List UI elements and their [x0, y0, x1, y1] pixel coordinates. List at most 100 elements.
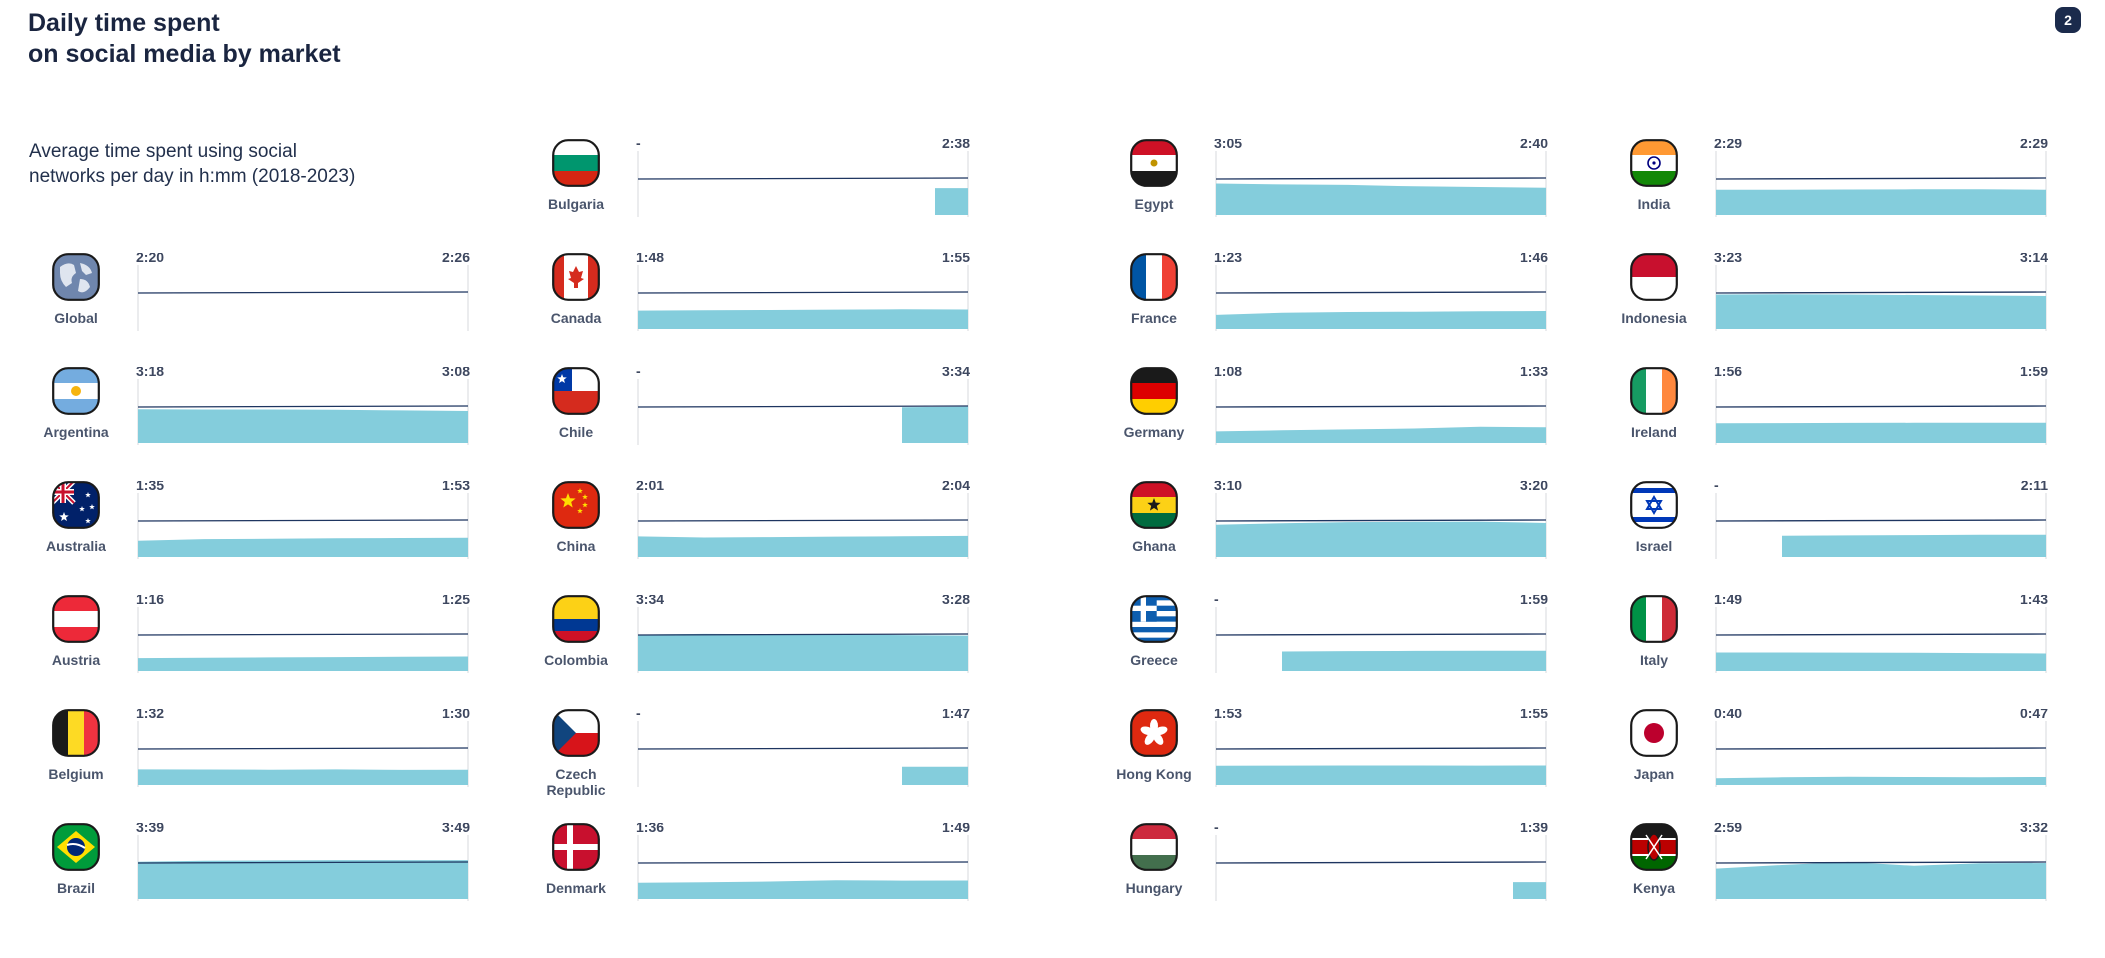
flag-badge	[1630, 253, 1678, 301]
flag-israel-icon	[1630, 481, 1678, 529]
market-cell-australia: Australia 1:35 1:53	[30, 481, 510, 595]
market-cell-canada: Canada 1:48 1:55	[530, 253, 1010, 367]
flag-badge	[1630, 481, 1678, 529]
market-chart: 0:40 0:47	[1714, 709, 2048, 787]
end-value-label: 3:08	[442, 367, 470, 379]
country-name: Hong Kong	[1116, 766, 1192, 782]
series-area-ghana	[1216, 521, 1546, 557]
global-average-line	[637, 861, 969, 864]
global-average-line	[1715, 747, 2047, 750]
market-cell-bulgaria: Bulgaria - 2:38	[530, 139, 1010, 253]
end-value-label: 2:29	[2020, 139, 2048, 151]
start-value-label: 3:34	[636, 595, 664, 607]
end-value-label: 1:49	[942, 823, 970, 835]
global-average-line	[637, 747, 969, 750]
series-area-france	[1216, 311, 1546, 329]
flag-canada-icon	[552, 253, 600, 301]
flag-australia-icon	[52, 481, 100, 529]
flag-badge	[1630, 823, 1678, 871]
country-name: Bulgaria	[547, 196, 604, 212]
country-name: Hungary	[1125, 880, 1183, 896]
flag-badge	[1130, 139, 1178, 187]
market-chart: 2:20 2:26	[136, 253, 470, 331]
market-chart: 3:34 3:28	[636, 595, 970, 673]
end-value-label: 2:04	[942, 481, 970, 493]
start-value-label: 2:29	[1714, 139, 1742, 151]
end-value-label: 1:47	[942, 709, 970, 721]
series-area-chile	[902, 406, 968, 443]
start-value-label: 1:23	[1214, 253, 1242, 265]
end-value-label: 1:46	[1520, 253, 1548, 265]
market-cell-colombia: Colombia 3:34 3:28	[530, 595, 1010, 709]
series-area-germany	[1216, 426, 1546, 443]
market-chart: 1:08 1:33	[1214, 367, 1548, 445]
end-value-label: 2:26	[442, 253, 470, 265]
market-chart: - 3:34	[636, 367, 970, 445]
country-name: Italy	[1639, 652, 1668, 668]
market-cell-global: Global 2:20 2:26	[30, 253, 510, 367]
series-area-brazil	[138, 860, 468, 899]
flag-argentina-icon	[52, 367, 100, 415]
market-chart: 3:10 3:20	[1214, 481, 1548, 559]
page-title: Daily time spent on social media by mark…	[28, 8, 341, 70]
end-value-label: 3:49	[442, 823, 470, 835]
country-name: Japan	[1633, 766, 1675, 782]
market-chart: 2:59 3:32	[1714, 823, 2048, 901]
country-name: Australia	[46, 538, 106, 554]
global-average-line	[137, 861, 469, 864]
country-name: Colombia	[544, 652, 608, 668]
flag-badge	[1630, 139, 1678, 187]
flag-badge	[1130, 595, 1178, 643]
flag-badge	[1630, 709, 1678, 757]
flag-badge	[552, 253, 600, 301]
flag-badge	[52, 481, 100, 529]
market-chart: 1:53 1:55	[1214, 709, 1548, 787]
market-cell-india: India 2:29 2:29	[1608, 139, 2088, 253]
end-value-label: 3:28	[942, 595, 970, 607]
global-average-line	[1715, 633, 2047, 636]
global-average-line	[1715, 519, 2047, 522]
end-value-label: 1:25	[442, 595, 470, 607]
series-area-czech-republic	[902, 766, 968, 785]
series-area-australia	[138, 537, 468, 557]
market-cell-austria: Austria 1:16 1:25	[30, 595, 510, 709]
market-chart: 2:29 2:29	[1714, 139, 2048, 217]
chart-subtitle: Average time spent using social networks…	[29, 139, 355, 189]
start-value-label: 3:10	[1214, 481, 1242, 493]
flag-badge	[52, 595, 100, 643]
global-average-line	[1215, 405, 1547, 408]
flag-badge	[1630, 595, 1678, 643]
end-value-label: 1:53	[442, 481, 470, 493]
series-area-italy	[1716, 652, 2046, 671]
series-area-egypt	[1216, 183, 1546, 215]
global-average-line	[1215, 747, 1547, 750]
flag-czech-republic-icon	[552, 709, 600, 757]
country-name: France	[1131, 310, 1177, 326]
series-area-hong-kong	[1216, 765, 1546, 785]
start-value-label: 2:20	[136, 253, 164, 265]
market-chart: 1:56 1:59	[1714, 367, 2048, 445]
flag-greece-icon	[1130, 595, 1178, 643]
flag-france-icon	[1130, 253, 1178, 301]
market-cell-israel: Israel - 2:11	[1608, 481, 2088, 595]
country-name: Denmark	[546, 880, 606, 896]
global-average-line	[137, 519, 469, 522]
start-value-label: 1:08	[1214, 367, 1242, 379]
start-value-label: 1:32	[136, 709, 164, 721]
market-cell-egypt: Egypt 3:05 2:40	[1108, 139, 1588, 253]
country-name: Austria	[51, 652, 101, 668]
end-value-label: 2:40	[1520, 139, 1548, 151]
series-area-israel	[1782, 534, 2046, 557]
end-value-label: 1:39	[1520, 823, 1548, 835]
start-value-label: 1:53	[1214, 709, 1242, 721]
market-chart: - 1:39	[1214, 823, 1548, 901]
series-area-belgium	[138, 769, 468, 785]
country-name: Argentina	[43, 424, 109, 440]
flag-badge	[52, 253, 100, 301]
market-cell-indonesia: Indonesia 3:23 3:14	[1608, 253, 2088, 367]
chart-subtitle-line-2: networks per day in h:mm (2018-2023)	[29, 166, 356, 187]
market-cell-italy: Italy 1:49 1:43	[1608, 595, 2088, 709]
flag-austria-icon	[52, 595, 100, 643]
start-value-label: 1:56	[1714, 367, 1742, 379]
series-area-denmark	[638, 880, 968, 899]
